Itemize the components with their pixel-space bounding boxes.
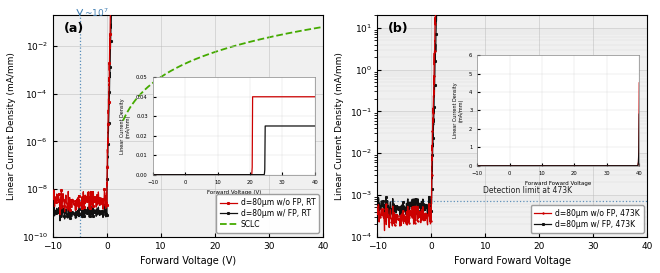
d=80μm w/o FP, RT bbox=[56, 213, 64, 216]
d=80μm w/ FP, 473K bbox=[422, 203, 430, 206]
d=80μm w/ FP, 473K bbox=[381, 217, 389, 221]
Line: d=80μm w/ FP, 473K: d=80μm w/ FP, 473K bbox=[376, 0, 648, 220]
SCLC bbox=[288, 31, 296, 34]
SCLC bbox=[119, 119, 127, 122]
d=80μm w/ FP, RT bbox=[56, 219, 64, 222]
Line: d=80μm w/o FP, 473K: d=80μm w/o FP, 473K bbox=[376, 0, 649, 232]
SCLC bbox=[319, 25, 327, 29]
d=80μm w/ FP, RT bbox=[49, 206, 57, 209]
d=80μm w/o FP, 473K bbox=[381, 229, 389, 232]
Line: d=80μm w/o FP, RT: d=80μm w/o FP, RT bbox=[52, 0, 323, 215]
Y-axis label: Linear Current Density (mA/mm): Linear Current Density (mA/mm) bbox=[7, 52, 16, 200]
X-axis label: Forward Voltage (V): Forward Voltage (V) bbox=[140, 256, 236, 266]
d=80μm w/o FP, RT bbox=[49, 191, 57, 194]
d=80μm w/o FP, 473K bbox=[374, 206, 381, 209]
X-axis label: Forward Foward Voltage: Forward Foward Voltage bbox=[454, 256, 571, 266]
d=80μm w/o FP, 473K bbox=[422, 212, 430, 215]
d=80μm w/ FP, 473K bbox=[374, 198, 381, 201]
SCLC bbox=[119, 118, 127, 121]
Line: SCLC: SCLC bbox=[123, 27, 323, 121]
SCLC bbox=[238, 42, 246, 46]
Legend: d=80μm w/o FP, 473K, d=80μm w/ FP, 473K: d=80μm w/o FP, 473K, d=80μm w/ FP, 473K bbox=[531, 205, 644, 233]
d=80μm w/ FP, 473K bbox=[403, 204, 411, 207]
Text: ~10$^7$: ~10$^7$ bbox=[84, 7, 109, 19]
d=80μm w/ FP, RT bbox=[79, 210, 86, 213]
Text: (b): (b) bbox=[388, 22, 409, 35]
Line: d=80μm w/ FP, RT: d=80μm w/ FP, RT bbox=[52, 0, 323, 222]
d=80μm w/o FP, RT bbox=[79, 197, 86, 201]
Text: (a): (a) bbox=[63, 22, 84, 35]
SCLC bbox=[300, 29, 308, 32]
d=80μm w/o FP, 473K bbox=[403, 213, 411, 216]
Legend: d=80μm w/o FP, RT, d=80μm w/ FP, RT, SCLC: d=80μm w/o FP, RT, d=80μm w/ FP, RT, SCL… bbox=[216, 194, 319, 233]
d=80μm w/o FP, RT bbox=[98, 197, 106, 200]
SCLC bbox=[242, 41, 249, 45]
SCLC bbox=[238, 42, 246, 46]
d=80μm w/ FP, RT bbox=[98, 209, 106, 213]
Y-axis label: Linear Current Density (mA/mm): Linear Current Density (mA/mm) bbox=[335, 52, 345, 200]
Text: Detection limit at 473K: Detection limit at 473K bbox=[482, 186, 572, 195]
